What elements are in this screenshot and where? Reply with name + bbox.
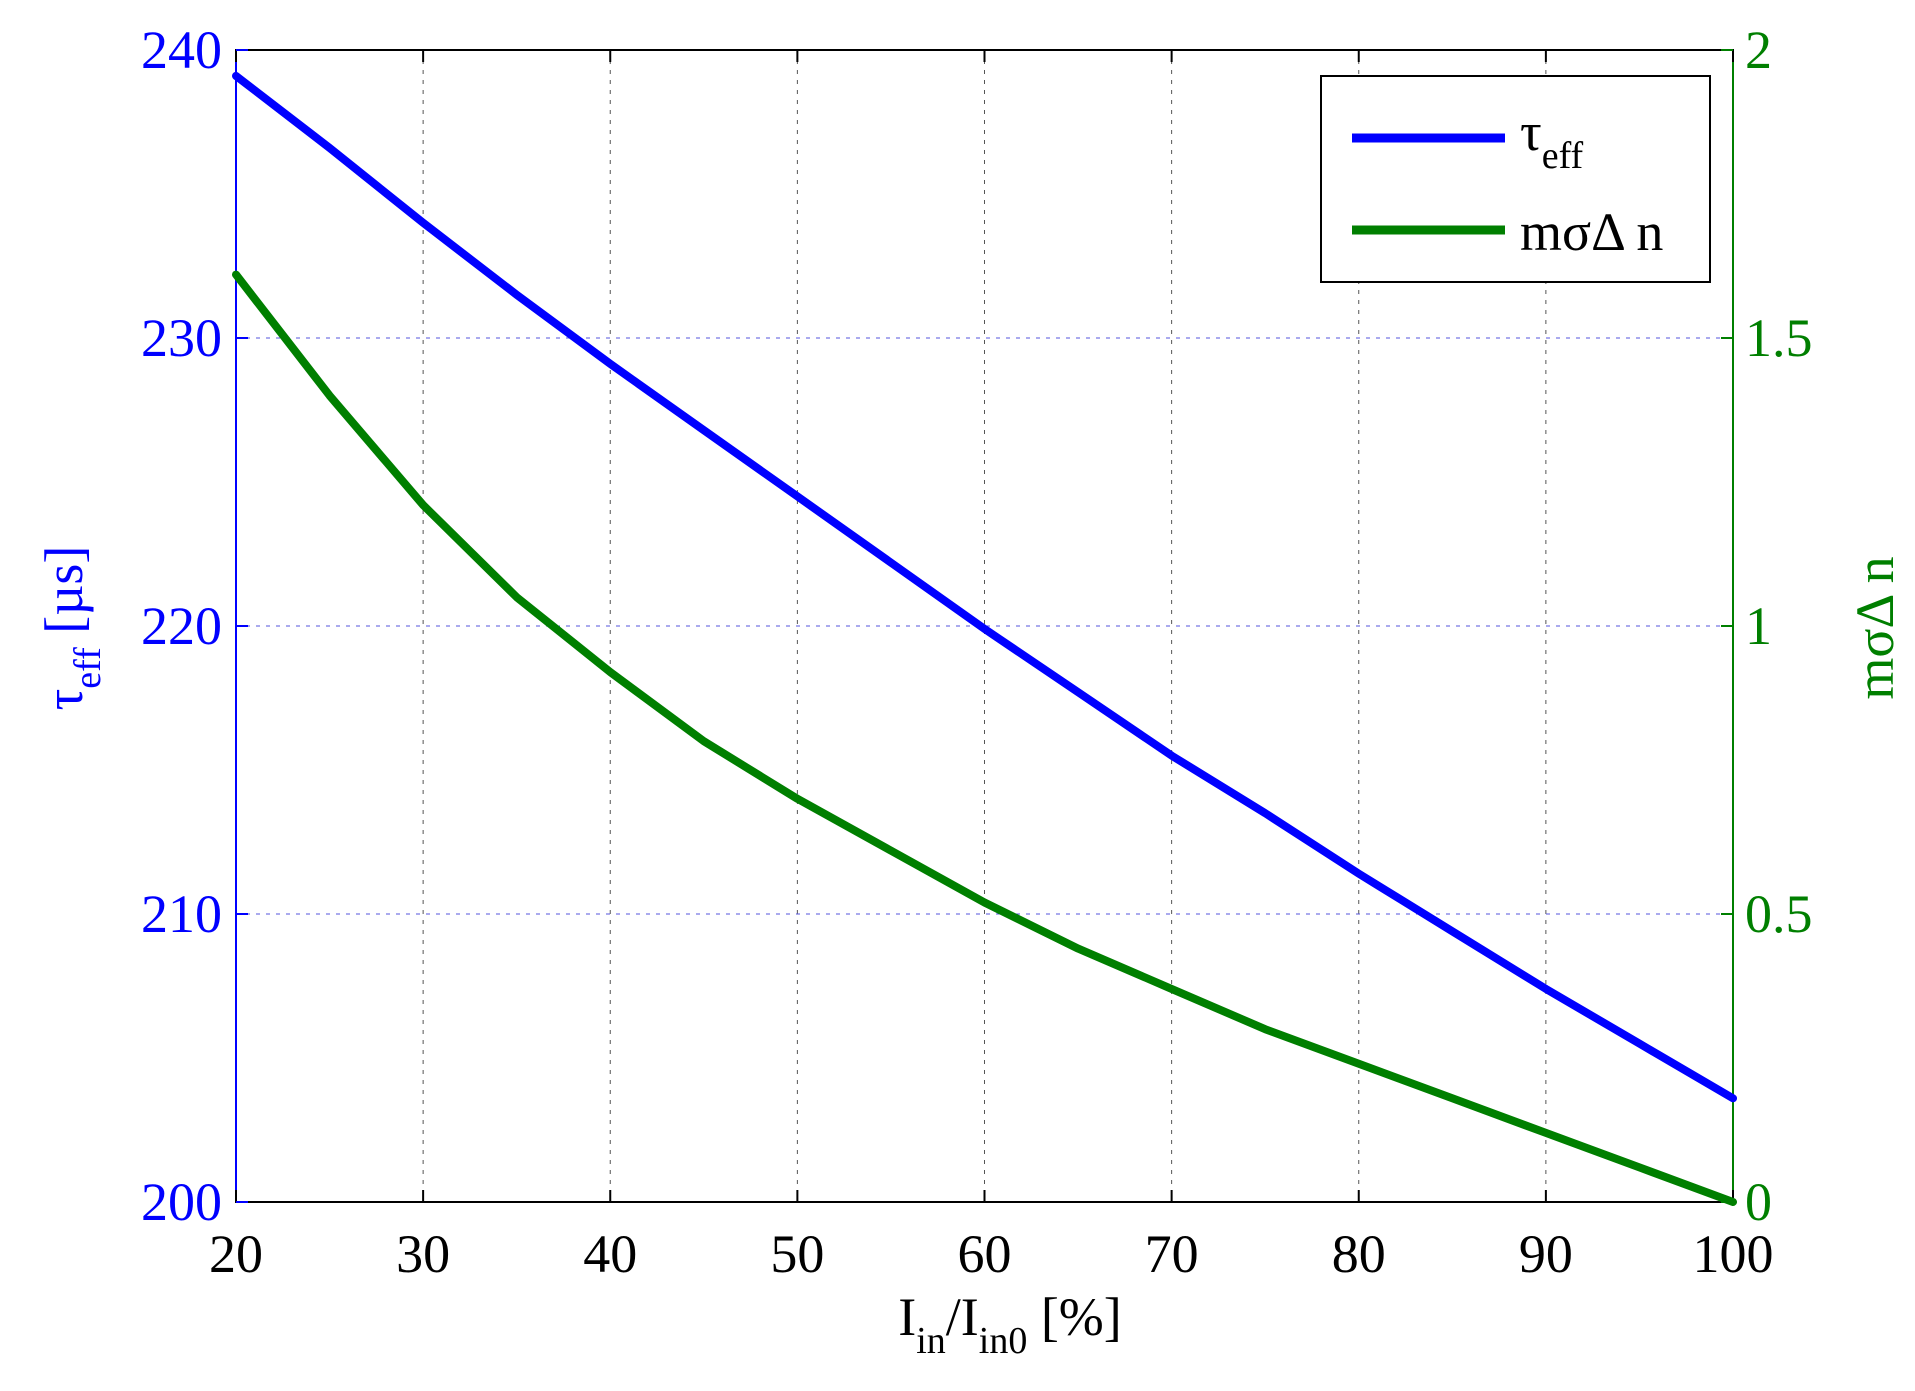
- x-axis-title-mid: /I: [946, 1287, 979, 1347]
- series-layer: [232, 71, 1737, 1206]
- legend-label-tau-eff-main: τ: [1520, 102, 1542, 162]
- legend: τeff mσΔ n: [1320, 75, 1711, 283]
- left-tick-label: 220: [141, 596, 222, 656]
- x-axis-title-main: I: [898, 1287, 916, 1347]
- x-axis-title-tail: [%]: [1027, 1287, 1121, 1347]
- series-line-tau-eff: [232, 71, 1737, 1103]
- right-tick-label: 0: [1745, 1172, 1772, 1232]
- x-tick-label: 30: [396, 1224, 450, 1284]
- legend-label-tau-eff-sub: eff: [1542, 135, 1584, 177]
- right-axis-title: mσΔ n: [1845, 556, 1905, 699]
- x-axis-ticks: 20 30 40 50 60 70 80 90 100: [209, 50, 1774, 1284]
- x-axis-title-sub1: in: [916, 1320, 946, 1362]
- legend-label-m-sigma-delta-n: mσΔ n: [1520, 202, 1663, 262]
- right-tick-label: 1: [1745, 596, 1772, 656]
- left-axis-title-tail: [µs]: [34, 546, 94, 648]
- x-tick-label: 40: [583, 1224, 637, 1284]
- left-tick-label: 200: [141, 1172, 222, 1232]
- x-tick-label: 50: [770, 1224, 824, 1284]
- series-line-m-sigma-delta-n: [232, 270, 1737, 1206]
- right-tick-label: 1.5: [1745, 308, 1813, 368]
- left-tick-label: 210: [141, 884, 222, 944]
- x-tick-label: 80: [1332, 1224, 1386, 1284]
- x-axis-title: Iin/Iin0 [%]: [898, 1287, 1122, 1362]
- left-axis-title: τeff [µs]: [34, 546, 109, 711]
- x-tick-label: 20: [209, 1224, 263, 1284]
- x-axis-title-sub2: in0: [979, 1320, 1028, 1362]
- x-tick-label: 70: [1145, 1224, 1199, 1284]
- x-tick-label: 90: [1519, 1224, 1573, 1284]
- right-tick-label: 2: [1745, 20, 1772, 80]
- left-tick-label: 240: [141, 20, 222, 80]
- left-axis-title-main: τ: [34, 689, 94, 711]
- right-tick-label: 0.5: [1745, 884, 1813, 944]
- legend-box: [1320, 75, 1711, 283]
- x-tick-label: 60: [958, 1224, 1012, 1284]
- legend-label-tau-eff: τeff: [1520, 102, 1584, 177]
- left-axis-ticks: 200 210 220 230 240: [141, 20, 248, 1232]
- left-axis-title-sub: eff: [67, 647, 109, 689]
- left-tick-label: 230: [141, 308, 222, 368]
- x-tick-label: 100: [1693, 1224, 1774, 1284]
- right-axis-ticks: 0 0.5 1 1.5 2: [1721, 20, 1813, 1232]
